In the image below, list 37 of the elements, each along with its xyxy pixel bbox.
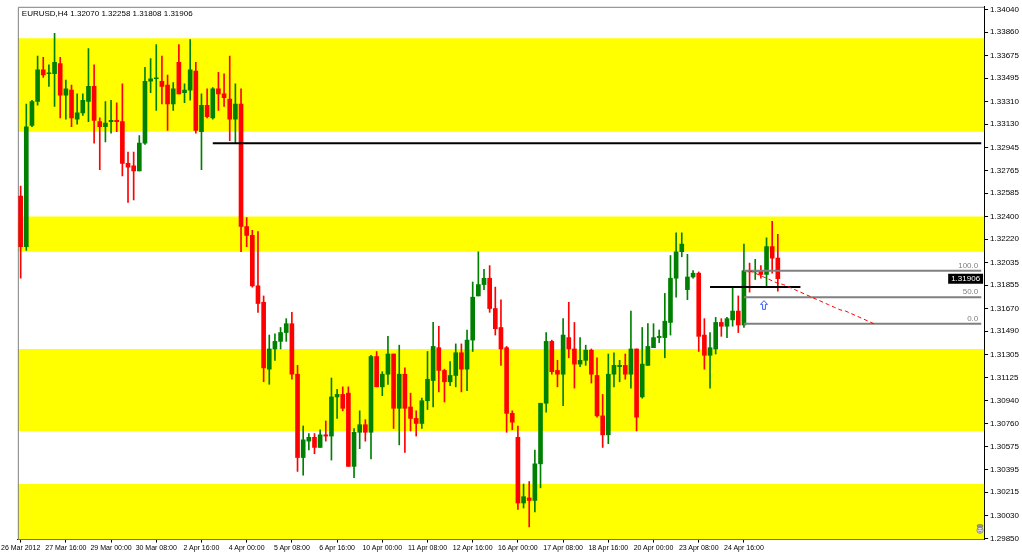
y-tick-label: 1.32400 bbox=[990, 211, 1020, 221]
candlestick bbox=[566, 301, 572, 359]
y-tick-label: 1.29850 bbox=[990, 533, 1020, 543]
candlestick bbox=[719, 318, 724, 337]
y-tick-label: 1.33675 bbox=[990, 50, 1020, 60]
y-tick-label: 1.33495 bbox=[990, 73, 1020, 83]
candlestick bbox=[97, 117, 103, 170]
y-tick-label: 1.34040 bbox=[990, 4, 1020, 14]
y-tick-label: 1.32585 bbox=[990, 188, 1020, 198]
y-tick-label: 1.32765 bbox=[990, 165, 1020, 175]
candlestick bbox=[323, 420, 329, 442]
y-tick-label: 1.30575 bbox=[990, 442, 1020, 452]
y-tick-label: 1.31490 bbox=[990, 326, 1020, 336]
y-tick-label: 1.33310 bbox=[990, 96, 1020, 106]
y-tick-label: 1.32035 bbox=[990, 257, 1020, 267]
y-tick-label: 1.31305 bbox=[990, 349, 1020, 359]
y-tick-label: 1.30940 bbox=[990, 395, 1020, 405]
chart-title: EURUSD,H4 1.32070 1.32258 1.31808 1.31906 bbox=[21, 9, 194, 18]
series-label: 50.0 bbox=[962, 287, 979, 297]
y-tick-label: 1.30395 bbox=[990, 464, 1020, 474]
candlestick bbox=[227, 55, 233, 141]
y-tick-label: 1.30030 bbox=[990, 510, 1020, 520]
y-tick-label: 1.30760 bbox=[990, 418, 1020, 428]
y-tick-label: 1.32220 bbox=[990, 234, 1020, 244]
candlestick bbox=[769, 221, 775, 274]
series-label: 100.0 bbox=[958, 260, 979, 270]
candlestick bbox=[40, 56, 46, 78]
annotation: 1.31906 bbox=[951, 274, 981, 284]
y-tick-label: 1.31670 bbox=[990, 303, 1020, 313]
series-label: 0.0 bbox=[967, 313, 979, 323]
y-tick-label: 1.31125 bbox=[990, 372, 1019, 382]
y-tick-label: 1.33130 bbox=[990, 119, 1020, 129]
y-tick-label: 1.33860 bbox=[990, 27, 1020, 37]
candlestick bbox=[526, 481, 532, 528]
y-tick-label: 1.31855 bbox=[990, 280, 1020, 290]
y-tick-label: 1.30215 bbox=[990, 487, 1020, 497]
y-tick-label: 1.32945 bbox=[990, 142, 1020, 152]
